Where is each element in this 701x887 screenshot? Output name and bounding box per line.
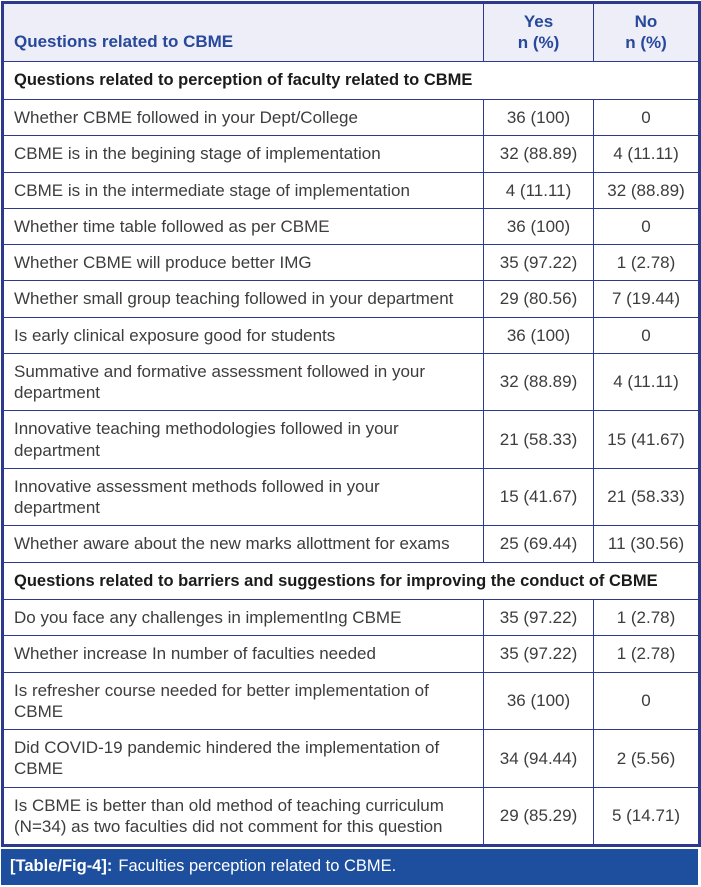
table-row: Whether increase In number of faculties …: [2, 635, 700, 673]
yes-value-cell: 35 (97.22): [483, 599, 594, 637]
yes-value-cell: 36 (100): [483, 207, 594, 246]
no-value-cell: 11 (30.56): [593, 525, 700, 563]
question-cell: Whether small group teaching followed in…: [2, 280, 484, 318]
table-row: Whether aware about the new marks allott…: [2, 525, 700, 563]
yes-value-cell: 4 (11.11): [483, 171, 594, 209]
table-row: Is early clinical exposure good for stud…: [2, 316, 700, 354]
yes-value-cell: 36 (100): [483, 316, 594, 354]
table-row: Innovative assessment methods followed i…: [2, 467, 700, 527]
table-body: Questions related to perception of facul…: [2, 61, 700, 847]
yes-value-cell: 36 (100): [483, 99, 594, 137]
yes-value-cell: 15 (41.67): [483, 467, 594, 527]
table-row: CBME is in the intermediate stage of imp…: [2, 171, 700, 209]
question-cell: Do you face any challenges in implementI…: [2, 599, 484, 637]
yes-value-cell: 35 (97.22): [483, 635, 594, 673]
section-row: Questions related to perception of facul…: [2, 61, 700, 101]
question-cell: Innovative assessment methods followed i…: [2, 467, 484, 527]
table-row: Do you face any challenges in implementI…: [2, 599, 700, 637]
no-value-cell: 0: [593, 207, 700, 246]
header-row: Questions related to CBME Yes n (%) No n…: [2, 1, 700, 63]
yes-value-cell: 29 (80.56): [483, 280, 594, 318]
table-row: Is refresher course needed for better im…: [2, 671, 700, 731]
no-value-cell: 1 (2.78): [593, 244, 700, 282]
question-cell: Whether CBME followed in your Dept/Colle…: [2, 99, 484, 137]
question-cell: CBME is in the intermediate stage of imp…: [2, 171, 484, 209]
no-value-cell: 32 (88.89): [593, 171, 700, 209]
no-value-cell: 0: [593, 671, 700, 731]
table-row: Whether CBME followed in your Dept/Colle…: [2, 99, 700, 137]
table-caption: [Table/Fig-4]: Faculties perception rela…: [1, 849, 698, 886]
question-cell: Whether aware about the new marks allott…: [2, 525, 484, 563]
question-cell: Is refresher course needed for better im…: [2, 671, 484, 731]
header-yes: Yes n (%): [483, 1, 594, 63]
yes-value-cell: 35 (97.22): [483, 244, 594, 282]
table-row: Summative and formative assessment follo…: [2, 352, 700, 412]
no-value-cell: 21 (58.33): [593, 467, 700, 527]
question-cell: Whether increase In number of faculties …: [2, 635, 484, 673]
yes-value-cell: 29 (85.29): [483, 786, 594, 847]
caption-text: Faculties perception related to CBME.: [118, 856, 397, 875]
question-cell: Whether time table followed as per CBME: [2, 207, 484, 246]
table-row: Whether small group teaching followed in…: [2, 280, 700, 318]
yes-value-cell: 32 (88.89): [483, 135, 594, 173]
table-row: Innovative teaching methodologies follow…: [2, 410, 700, 469]
question-cell: CBME is in the begining stage of impleme…: [2, 135, 484, 173]
table-row: Whether time table followed as per CBME 3…: [2, 207, 700, 246]
header-no: No n (%): [593, 1, 700, 63]
section-label: Questions related to barriers and sugges…: [2, 561, 700, 601]
no-value-cell: 5 (14.71): [593, 786, 700, 847]
cbme-table: Questions related to CBME Yes n (%) No n…: [1, 1, 701, 848]
question-cell: Summative and formative assessment follo…: [2, 352, 484, 412]
no-value-cell: 1 (2.78): [593, 599, 700, 637]
no-value-cell: 0: [593, 99, 700, 137]
header-questions: Questions related to CBME: [2, 1, 484, 63]
no-value-cell: 4 (11.11): [593, 352, 700, 412]
table-header: Questions related to CBME Yes n (%) No n…: [2, 1, 700, 63]
no-value-cell: 7 (19.44): [593, 280, 700, 318]
question-cell: Is early clinical exposure good for stud…: [2, 316, 484, 354]
question-cell: Innovative teaching methodologies follow…: [2, 410, 484, 469]
yes-value-cell: 32 (88.89): [483, 352, 594, 412]
yes-value-cell: 36 (100): [483, 671, 594, 731]
question-cell: Is CBME is better than old method of tea…: [2, 786, 484, 847]
yes-value-cell: 25 (69.44): [483, 525, 594, 563]
no-value-cell: 15 (41.67): [593, 410, 700, 469]
table-row: Whether CBME will produce better IMG 35 (…: [2, 244, 700, 282]
caption-tag: [Table/Fig-4]:: [10, 856, 113, 875]
no-value-cell: 4 (11.11): [593, 135, 700, 173]
yes-value-cell: 34 (94.44): [483, 729, 594, 788]
no-value-cell: 0: [593, 316, 700, 354]
section-label: Questions related to perception of facul…: [2, 61, 700, 101]
question-cell: Whether CBME will produce better IMG: [2, 244, 484, 282]
no-value-cell: 1 (2.78): [593, 635, 700, 673]
no-value-cell: 2 (5.56): [593, 729, 700, 788]
yes-value-cell: 21 (58.33): [483, 410, 594, 469]
table-row: CBME is in the begining stage of impleme…: [2, 135, 700, 173]
table-row: Is CBME is better than old method of tea…: [2, 786, 700, 847]
question-cell: Did COVID-19 pandemic hindered the imple…: [2, 729, 484, 788]
section-row: Questions related to barriers and sugges…: [2, 561, 700, 601]
table-row: Did COVID-19 pandemic hindered the imple…: [2, 729, 700, 788]
